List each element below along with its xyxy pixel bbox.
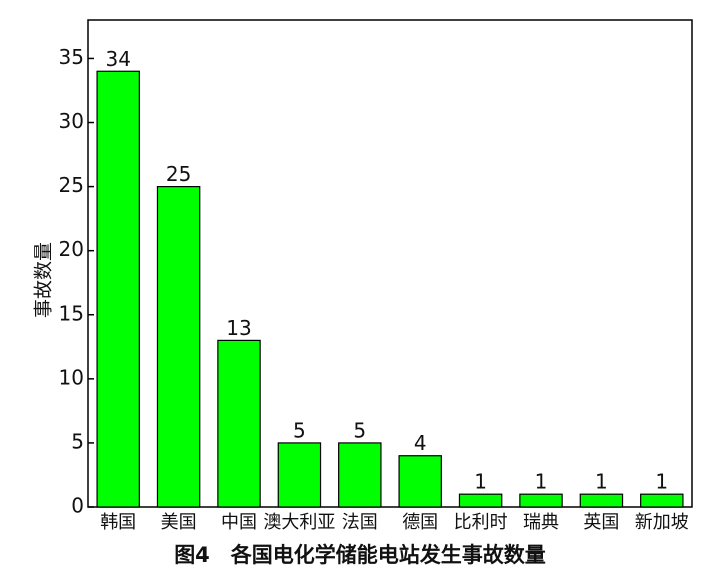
y-tick-label: 20 [59, 237, 84, 261]
y-axis-label: 事故数量 [33, 242, 55, 318]
value-label: 4 [414, 431, 427, 455]
bar [519, 493, 563, 508]
y-tick-label: 30 [59, 109, 84, 133]
x-tick-label: 澳大利亚 [263, 512, 335, 533]
bar [217, 339, 261, 508]
x-tick-label: 法国 [342, 512, 378, 533]
bar [458, 493, 503, 508]
x-tick-label: 美国 [161, 512, 197, 533]
plot-frame [87, 19, 693, 508]
bar [398, 455, 442, 508]
x-tick-label: 中国 [221, 512, 257, 533]
value-label: 1 [655, 470, 668, 494]
x-tick-label: 瑞典 [523, 512, 559, 533]
bar [640, 493, 684, 508]
y-tick-label: 0 [71, 494, 84, 518]
value-label: 5 [293, 418, 306, 442]
bar [338, 442, 382, 508]
value-label: 1 [595, 470, 608, 494]
x-tick-label: 德国 [402, 512, 438, 533]
y-tick-label: 10 [59, 365, 84, 389]
bar [277, 442, 322, 508]
x-tick-label: 新加坡 [635, 512, 689, 533]
value-label: 34 [105, 47, 130, 71]
chart-title: 图4 各国电化学储能电站发生事故数量 [174, 543, 546, 567]
value-label: 5 [353, 418, 366, 442]
y-tick-label: 25 [59, 173, 84, 197]
value-label: 13 [226, 316, 251, 340]
y-tick-label: 15 [59, 301, 84, 325]
y-tick-label: 5 [71, 429, 84, 453]
value-label: 1 [535, 470, 548, 494]
bar [156, 186, 201, 508]
bar [96, 70, 140, 508]
bar [579, 493, 624, 508]
x-tick-label: 韩国 [100, 512, 136, 533]
value-label: 25 [166, 162, 191, 186]
x-tick-label: 比利时 [454, 512, 508, 533]
x-tick-label: 英国 [583, 512, 619, 533]
value-label: 1 [474, 470, 487, 494]
y-tick-label: 35 [59, 45, 84, 69]
